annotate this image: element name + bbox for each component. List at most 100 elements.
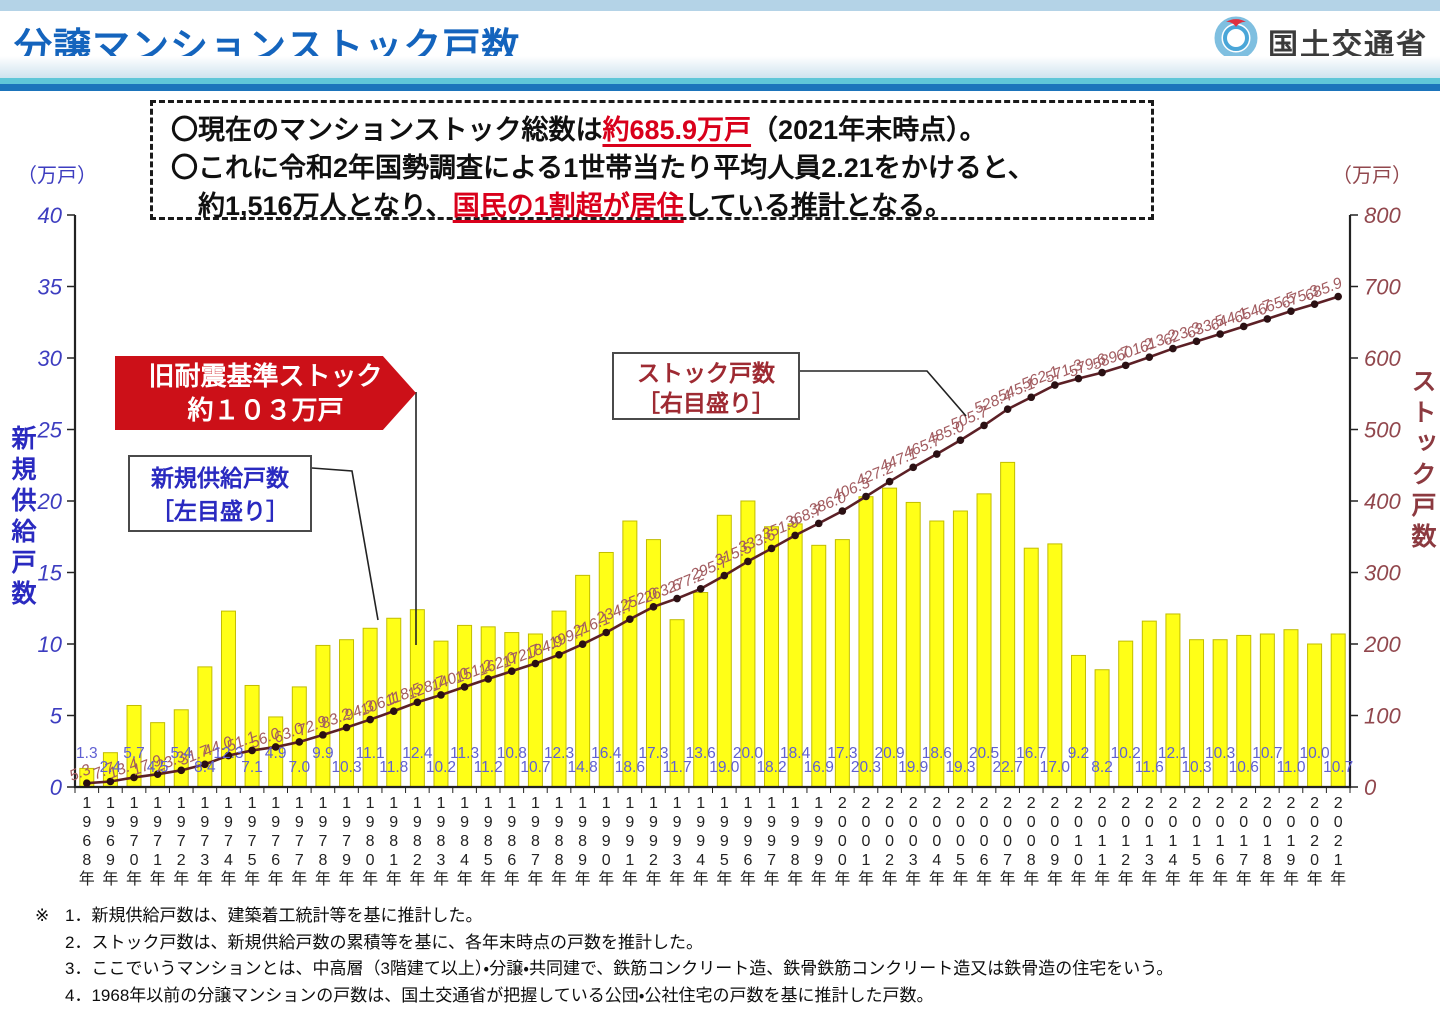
header-blue-rule xyxy=(0,84,1440,91)
stock-point-1972 xyxy=(177,766,186,775)
left-tick-label: 35 xyxy=(38,275,63,300)
left-tick-label: 25 xyxy=(37,418,63,443)
bar-label: 11.2 xyxy=(474,759,503,776)
left-tick-label: 40 xyxy=(38,203,63,228)
stock-point-1974 xyxy=(224,751,233,760)
line-legend-connector xyxy=(800,370,967,417)
stock-point-1989 xyxy=(578,640,587,649)
bar-series-legend: 新規供給戸数 ［左目盛り］ xyxy=(128,455,312,532)
stock-point-2005 xyxy=(956,436,965,445)
line-series-legend: ストック戸数 ［右目盛り］ xyxy=(612,352,800,420)
left-tick-label: 15 xyxy=(38,561,63,586)
stock-point-2010 xyxy=(1074,374,1083,383)
population-highlight: 国民の1割超が居住 xyxy=(452,191,684,221)
stock-point-2006 xyxy=(980,421,988,430)
stock-point-1996 xyxy=(744,557,752,566)
stock-point-2004 xyxy=(933,450,941,458)
stock-point-2001 xyxy=(862,492,870,501)
summary-line-3: 約1,516万人となり、国民の1割超が居住している推計となる。 xyxy=(171,191,953,221)
right-tick-label: 0 xyxy=(1364,775,1377,800)
stock-point-1997 xyxy=(767,544,776,553)
summary-box: 〇現在のマンションストック総数は約685.9万戸（2021年末時点）。 〇これに… xyxy=(150,100,1154,221)
bar-label: 14.8 xyxy=(568,759,598,776)
right-tick-label: 100 xyxy=(1364,704,1401,729)
bar-label: 8.2 xyxy=(1091,759,1113,776)
bar-1997 xyxy=(764,526,780,788)
stock-point-1977 xyxy=(295,738,304,746)
bar-2006 xyxy=(976,493,992,788)
left-tick-label: 0 xyxy=(50,775,63,800)
bar-2007 xyxy=(1000,461,1016,788)
header-band xyxy=(0,56,1440,78)
stock-point-1992 xyxy=(649,603,658,611)
bar-label: 7.1 xyxy=(241,759,263,776)
bar-legend-connector xyxy=(311,467,379,621)
right-axis-unit: （万戸） xyxy=(1332,164,1412,187)
bar-label: 10.2 xyxy=(1111,745,1141,762)
stock-point-1983 xyxy=(437,691,445,699)
bar-2002 xyxy=(882,487,898,788)
header-teal-rule xyxy=(0,78,1440,84)
right-tick-label: 700 xyxy=(1364,275,1401,300)
bar-label: 19.0 xyxy=(709,759,740,776)
stock-point-2014 xyxy=(1169,344,1177,353)
stock-total-highlight: 約685.9万戸 xyxy=(602,115,752,145)
bar-2010 xyxy=(1070,654,1086,788)
left-axis-unit: （万戸） xyxy=(17,164,97,187)
bar-2003 xyxy=(905,501,921,788)
old-seismic-line1: 旧耐震基準ストック xyxy=(148,361,383,391)
stock-point-2007 xyxy=(1003,405,1012,413)
stock-point-1985 xyxy=(484,675,492,683)
stock-line xyxy=(86,295,1339,785)
bar-label: 18.2 xyxy=(756,759,786,776)
bar-label: 17.0 xyxy=(1040,759,1071,776)
right-tick-label: 300 xyxy=(1364,561,1401,586)
old-seismic-callout: 旧耐震基準ストック 約１０３万戸 xyxy=(115,356,416,430)
stock-point-2020 xyxy=(1310,300,1319,308)
stock-point-1981 xyxy=(389,707,398,715)
right-tick-label: 800 xyxy=(1364,203,1401,228)
right-axis-title: ストック戸数 xyxy=(1408,368,1436,554)
bar-label: 10.0 xyxy=(1299,745,1330,762)
stock-point-1978 xyxy=(319,731,327,739)
bar-2020 xyxy=(1307,643,1323,788)
bar-label: 20.9 xyxy=(874,745,904,762)
bar-label: 19.3 xyxy=(945,759,975,776)
bar-label: 5.7 xyxy=(123,745,145,762)
bar-legend-scale: ［左目盛り］ xyxy=(151,498,289,524)
bar-label: 11.6 xyxy=(1135,759,1164,776)
stock-point-1998 xyxy=(791,531,799,540)
bar-2009 xyxy=(1047,543,1063,788)
stock-point-2016 xyxy=(1216,330,1224,338)
stock-point-1970 xyxy=(130,773,138,782)
bar-2018 xyxy=(1259,633,1275,788)
bar-label: 11.3 xyxy=(450,745,479,762)
stock-point-1986 xyxy=(508,667,516,675)
left-tick-label: 10 xyxy=(38,632,63,657)
